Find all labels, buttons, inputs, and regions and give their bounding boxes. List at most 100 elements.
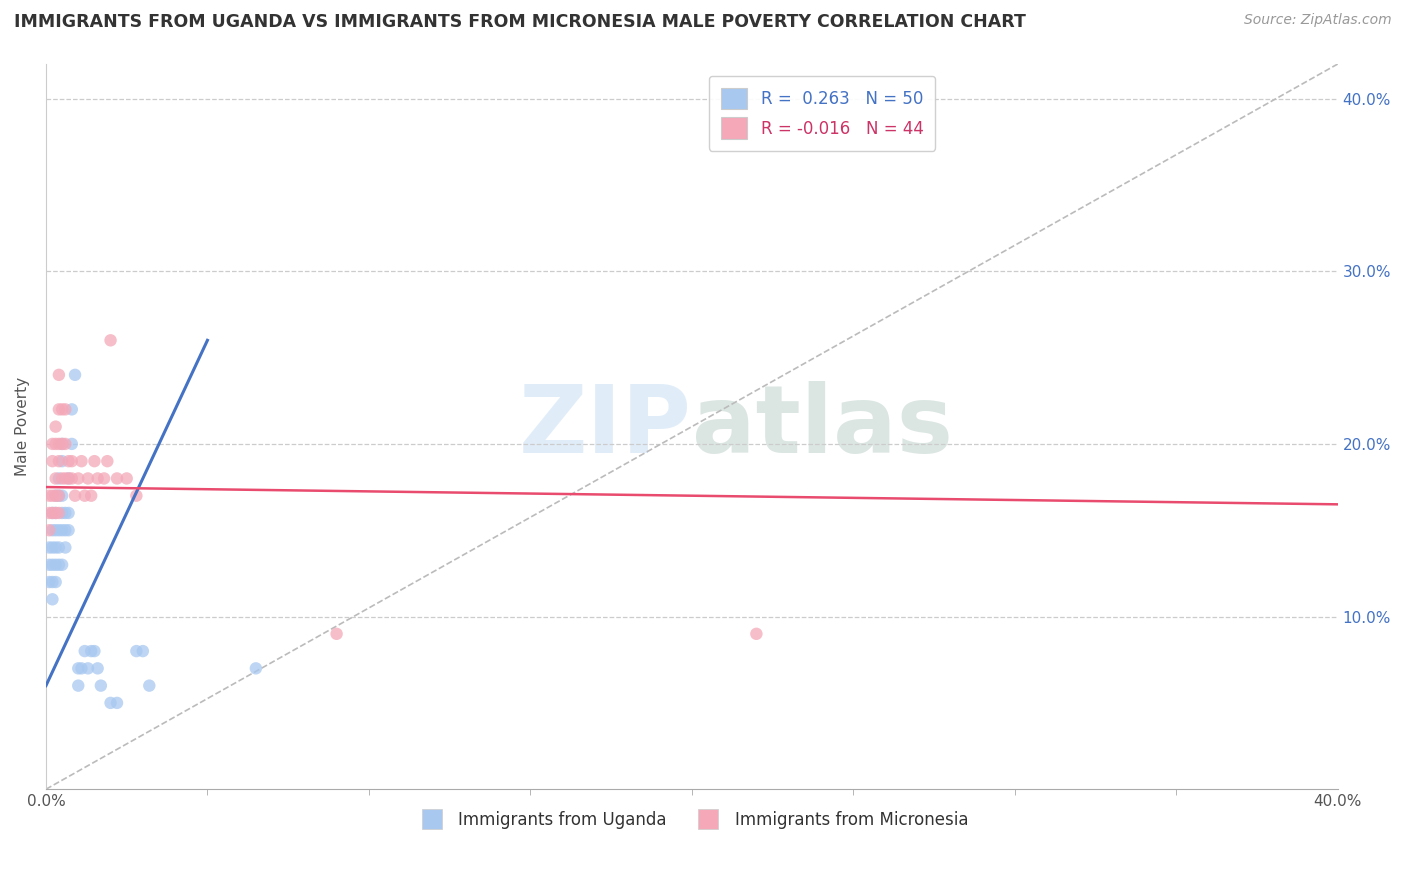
Text: atlas: atlas bbox=[692, 381, 953, 473]
Point bbox=[100, 696, 122, 710]
Point bbox=[45, 523, 67, 537]
Point bbox=[53, 541, 76, 555]
Point bbox=[63, 489, 86, 503]
Point bbox=[77, 471, 100, 485]
Point bbox=[48, 368, 70, 382]
Point bbox=[77, 661, 100, 675]
Point bbox=[38, 541, 60, 555]
Point bbox=[38, 489, 60, 503]
Point bbox=[83, 644, 105, 658]
Point bbox=[60, 454, 83, 468]
Point bbox=[51, 471, 73, 485]
Point bbox=[73, 489, 96, 503]
Point bbox=[41, 506, 63, 520]
Point bbox=[51, 489, 73, 503]
Point bbox=[41, 541, 63, 555]
Point bbox=[58, 471, 80, 485]
Point bbox=[80, 644, 103, 658]
Point bbox=[53, 402, 76, 417]
Point bbox=[51, 506, 73, 520]
Point bbox=[86, 471, 108, 485]
Point bbox=[60, 437, 83, 451]
Point bbox=[45, 575, 67, 590]
Point bbox=[96, 454, 118, 468]
Text: ZIP: ZIP bbox=[519, 381, 692, 473]
Point bbox=[53, 437, 76, 451]
Point bbox=[41, 523, 63, 537]
Point bbox=[48, 489, 70, 503]
Point bbox=[53, 523, 76, 537]
Point bbox=[41, 489, 63, 503]
Point bbox=[67, 471, 90, 485]
Point bbox=[45, 541, 67, 555]
Point bbox=[58, 471, 80, 485]
Point bbox=[48, 402, 70, 417]
Point bbox=[80, 489, 103, 503]
Point bbox=[38, 506, 60, 520]
Text: Source: ZipAtlas.com: Source: ZipAtlas.com bbox=[1244, 13, 1392, 28]
Point bbox=[138, 679, 160, 693]
Point bbox=[41, 558, 63, 572]
Text: IMMIGRANTS FROM UGANDA VS IMMIGRANTS FROM MICRONESIA MALE POVERTY CORRELATION CH: IMMIGRANTS FROM UGANDA VS IMMIGRANTS FRO… bbox=[14, 13, 1026, 31]
Point bbox=[86, 661, 108, 675]
Point bbox=[83, 454, 105, 468]
Point bbox=[45, 506, 67, 520]
Point bbox=[48, 523, 70, 537]
Point bbox=[41, 454, 63, 468]
Point bbox=[48, 506, 70, 520]
Point bbox=[48, 437, 70, 451]
Point bbox=[48, 558, 70, 572]
Point bbox=[45, 489, 67, 503]
Point bbox=[51, 523, 73, 537]
Point bbox=[41, 592, 63, 607]
Point bbox=[115, 471, 138, 485]
Point bbox=[51, 558, 73, 572]
Point bbox=[100, 334, 122, 348]
Point bbox=[48, 489, 70, 503]
Point bbox=[125, 644, 148, 658]
Point bbox=[48, 471, 70, 485]
Point bbox=[70, 454, 93, 468]
Point bbox=[38, 575, 60, 590]
Point bbox=[41, 437, 63, 451]
Point bbox=[245, 661, 267, 675]
Point bbox=[38, 558, 60, 572]
Point bbox=[53, 506, 76, 520]
Point bbox=[60, 402, 83, 417]
Point bbox=[41, 575, 63, 590]
Point bbox=[51, 402, 73, 417]
Point bbox=[41, 506, 63, 520]
Point bbox=[45, 471, 67, 485]
Point bbox=[45, 437, 67, 451]
Point bbox=[58, 454, 80, 468]
Point bbox=[70, 661, 93, 675]
Point bbox=[73, 644, 96, 658]
Legend: Immigrants from Uganda, Immigrants from Micronesia: Immigrants from Uganda, Immigrants from … bbox=[408, 804, 976, 835]
Point bbox=[38, 523, 60, 537]
Point bbox=[67, 661, 90, 675]
Point bbox=[93, 471, 115, 485]
Point bbox=[45, 489, 67, 503]
Point bbox=[51, 437, 73, 451]
Point bbox=[745, 627, 768, 641]
Y-axis label: Male Poverty: Male Poverty bbox=[15, 377, 30, 476]
Point bbox=[125, 489, 148, 503]
Point bbox=[67, 679, 90, 693]
Point bbox=[132, 644, 155, 658]
Point bbox=[90, 679, 112, 693]
Point bbox=[51, 437, 73, 451]
Point bbox=[325, 627, 347, 641]
Point bbox=[51, 454, 73, 468]
Point bbox=[63, 368, 86, 382]
Point bbox=[105, 696, 128, 710]
Point bbox=[48, 454, 70, 468]
Point bbox=[48, 541, 70, 555]
Point bbox=[53, 471, 76, 485]
Point bbox=[60, 471, 83, 485]
Point bbox=[45, 419, 67, 434]
Point bbox=[45, 558, 67, 572]
Point bbox=[58, 506, 80, 520]
Point bbox=[45, 506, 67, 520]
Point bbox=[105, 471, 128, 485]
Point bbox=[58, 523, 80, 537]
